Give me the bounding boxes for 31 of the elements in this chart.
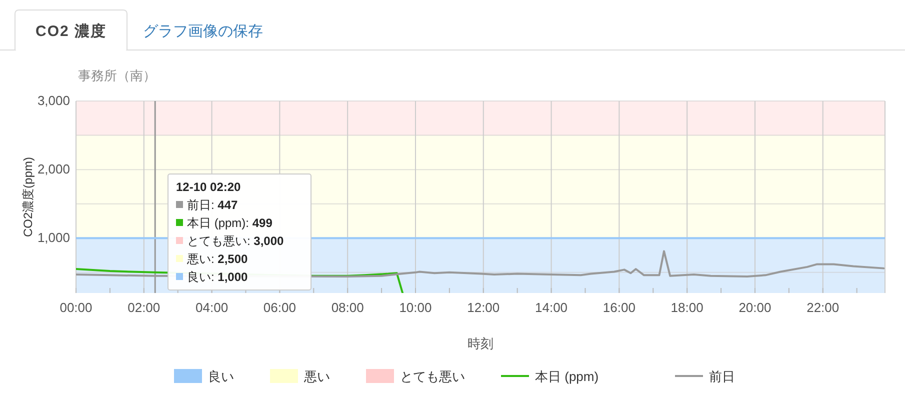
x-tick-label: 20:00: [738, 300, 772, 315]
x-tick-label: 06:00: [263, 300, 296, 315]
x-tick-label: 02:00: [128, 300, 160, 315]
x-tick-label: 00:00: [60, 300, 92, 315]
annotation: 12-10 02:20: [176, 180, 242, 194]
text: グラフ画像の保存: [143, 23, 263, 40]
y-tick-label: 2,000: [37, 162, 70, 177]
x-tick-label: 14:00: [535, 300, 568, 315]
annotation: とても悪い: 3,000: [187, 234, 284, 248]
x-tick-label: 22:00: [806, 300, 840, 315]
x-tick-label: 10:00: [399, 300, 432, 315]
legend-label: 悪い: [303, 369, 330, 384]
text: CO2 濃度: [35, 22, 107, 40]
x-axis-title: 時刻: [468, 336, 494, 351]
legend-label: 本日 (ppm): [535, 369, 599, 384]
y-tick-label: 1,000: [37, 230, 70, 246]
x-tick-label: 16:00: [602, 300, 636, 315]
legend-label: 前日: [709, 369, 735, 384]
x-tick-label: 12:00: [467, 300, 500, 315]
annotation: 本日 (ppm): 499: [187, 216, 273, 230]
y-axis-title: CO2濃度(ppm): [21, 156, 35, 238]
chart-title: 事務所（南）: [78, 68, 156, 83]
legend-label: とても悪い: [400, 369, 465, 384]
annotation: 前日: 447: [187, 198, 238, 212]
annotation: 良い: 1,000: [187, 270, 248, 284]
x-tick-label: 04:00: [196, 300, 228, 315]
x-tick-label: 18:00: [670, 300, 704, 315]
x-tick-label: 08:00: [331, 300, 364, 315]
y-tick-label: 3,000: [37, 93, 70, 108]
annotation: 悪い: 2,500: [186, 252, 248, 266]
legend-label: 良い: [208, 369, 234, 384]
